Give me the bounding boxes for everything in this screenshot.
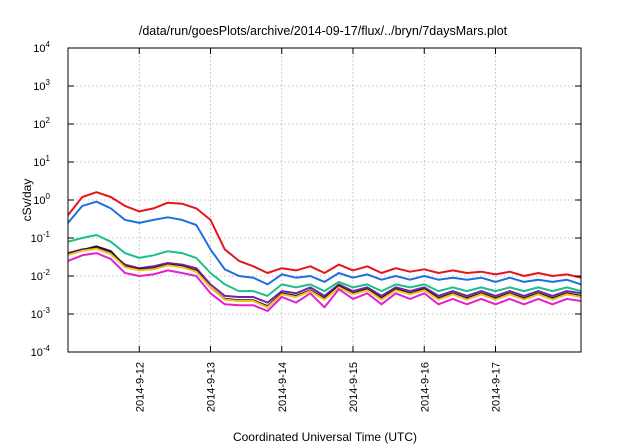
series-line-7 xyxy=(67,252,582,312)
x-tick-label: 2014-9-14 xyxy=(277,362,289,412)
chart-title: /data/run/goesPlots/archive/2014-09-17/f… xyxy=(139,24,508,38)
y-tick-label: 103 xyxy=(33,78,50,93)
y-tick-label: 10-2 xyxy=(31,268,51,283)
series-line-5 xyxy=(67,245,582,308)
y-tick-label: 100 xyxy=(33,192,50,207)
x-tick-label: 2014-9-13 xyxy=(206,362,218,412)
x-tick-label: 2014-9-16 xyxy=(419,362,431,412)
x-axis: 2014-9-12 2014-9-13 2014-9-14 2014-9-15 2014… xyxy=(134,48,503,412)
x-tick-label: 2014-9-17 xyxy=(491,362,503,412)
y-tick-label: 104 xyxy=(33,40,50,55)
x-tick-label: 2014-9-12 xyxy=(134,362,146,412)
series-line-3 xyxy=(67,234,582,297)
series-layer xyxy=(67,191,582,312)
y-tick-label: 10-3 xyxy=(31,306,51,321)
series-line-6 xyxy=(67,247,582,309)
series-line-4 xyxy=(67,246,582,304)
y-axis: 10-4 10-3 10-2 10-1 100 101 102 103 104 xyxy=(31,40,581,359)
y-tick-label: 101 xyxy=(33,154,50,169)
grid xyxy=(68,48,581,352)
x-axis-label: Coordinated Universal Time (UTC) xyxy=(233,430,417,444)
y-axis-label: cSv/day xyxy=(20,179,34,222)
y-tick-label: 10-4 xyxy=(31,344,51,359)
y-tick-label: 102 xyxy=(33,116,50,131)
x-tick-label: 2014-9-15 xyxy=(348,362,360,412)
series-line-1 xyxy=(67,191,582,279)
series-line-2 xyxy=(67,200,582,286)
y-tick-label: 10-1 xyxy=(31,230,51,245)
